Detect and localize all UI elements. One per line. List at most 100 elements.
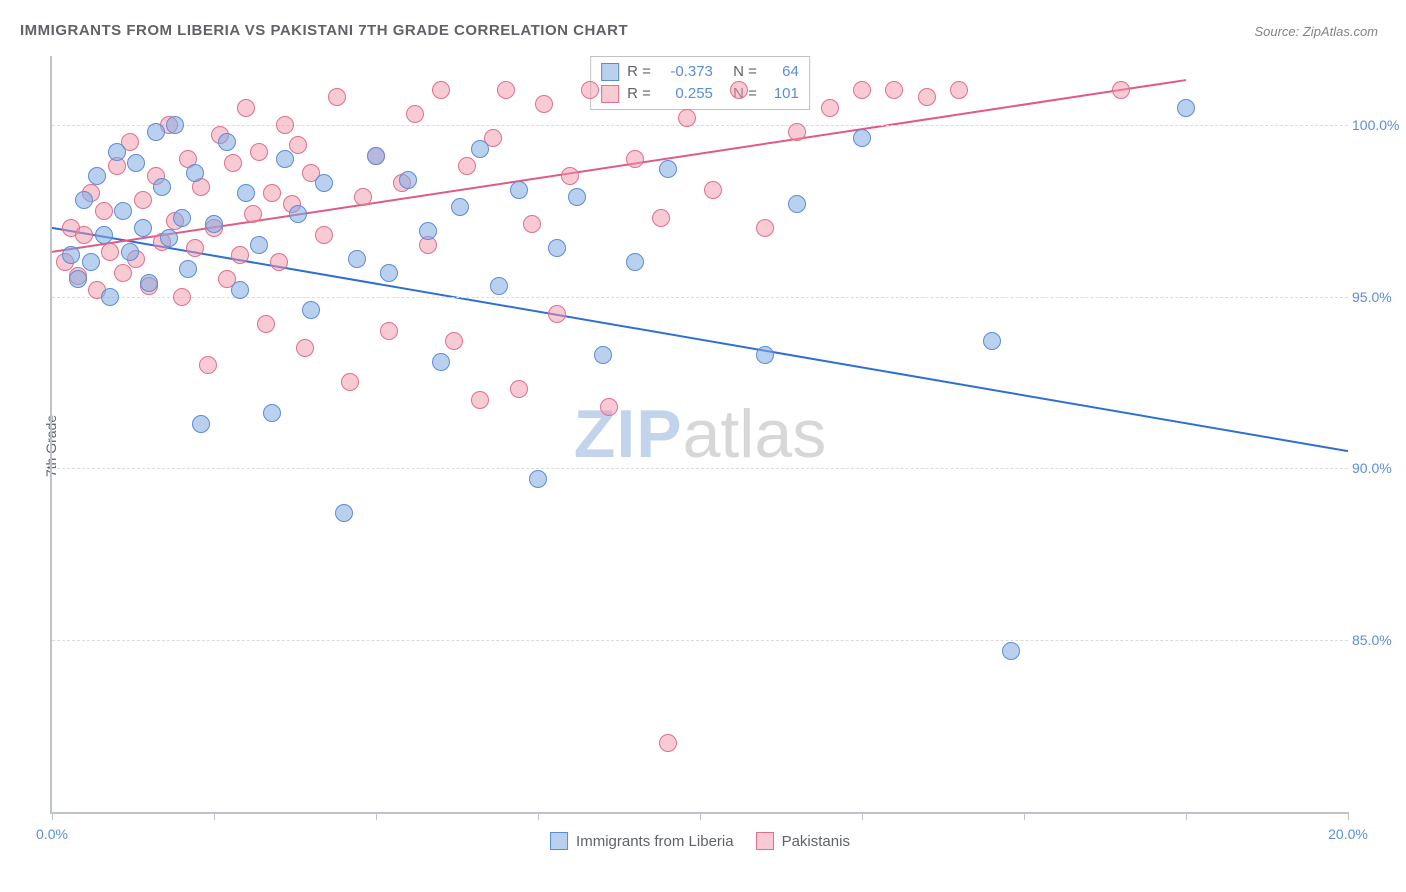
data-point-liberia (756, 346, 774, 364)
data-point-liberia (432, 353, 450, 371)
data-point-pakistani (380, 322, 398, 340)
data-point-pakistani (918, 88, 936, 106)
data-point-liberia (160, 229, 178, 247)
data-point-liberia (626, 253, 644, 271)
data-point-pakistani (75, 226, 93, 244)
data-point-liberia (173, 209, 191, 227)
data-point-liberia (95, 226, 113, 244)
series-legend: Immigrants from Liberia Pakistanis (550, 832, 850, 850)
data-point-liberia (367, 147, 385, 165)
data-point-liberia (121, 243, 139, 261)
data-point-pakistani (296, 339, 314, 357)
data-point-liberia (205, 215, 223, 233)
legend-item-liberia: Immigrants from Liberia (550, 832, 734, 850)
data-point-pakistani (626, 150, 644, 168)
data-point-liberia (134, 219, 152, 237)
data-point-liberia (983, 332, 1001, 350)
data-point-liberia (659, 160, 677, 178)
x-tick-mark (862, 812, 863, 820)
x-tick-label: 0.0% (36, 826, 68, 842)
n-value-pakistani: 101 (765, 83, 799, 105)
x-tick-mark (1348, 812, 1349, 820)
x-tick-mark (214, 812, 215, 820)
watermark-atlas: atlas (683, 396, 827, 472)
data-point-pakistani (315, 226, 333, 244)
y-tick-label: 85.0% (1352, 632, 1406, 648)
data-point-pakistani (250, 143, 268, 161)
legend-label-pakistani: Pakistanis (782, 833, 850, 850)
x-tick-mark (1024, 812, 1025, 820)
legend-row-pakistani: R = 0.255 N = 101 (601, 83, 799, 105)
watermark-zip: ZIP (574, 396, 683, 472)
correlation-legend: R = -0.373 N = 64 R = 0.255 N = 101 (590, 56, 810, 110)
data-point-pakistani (652, 209, 670, 227)
data-point-liberia (1177, 99, 1195, 117)
data-point-pakistani (458, 157, 476, 175)
data-point-liberia (335, 504, 353, 522)
data-point-pakistani (950, 81, 968, 99)
data-point-pakistani (95, 202, 113, 220)
data-point-pakistani (101, 243, 119, 261)
data-point-pakistani (1112, 81, 1130, 99)
data-point-pakistani (821, 99, 839, 117)
data-point-pakistani (678, 109, 696, 127)
data-point-liberia (471, 140, 489, 158)
legend-item-pakistani: Pakistanis (756, 832, 850, 850)
data-point-liberia (101, 288, 119, 306)
data-point-pakistani (199, 356, 217, 374)
data-point-pakistani (173, 288, 191, 306)
data-point-pakistani (237, 99, 255, 117)
data-point-liberia (529, 470, 547, 488)
data-point-liberia (231, 281, 249, 299)
data-point-liberia (140, 274, 158, 292)
data-point-pakistani (186, 239, 204, 257)
data-point-liberia (289, 205, 307, 223)
legend-swatch-pakistani (601, 85, 619, 103)
data-point-pakistani (730, 81, 748, 99)
source-attribution: Source: ZipAtlas.com (1254, 24, 1378, 39)
data-point-pakistani (600, 398, 618, 416)
y-tick-label: 90.0% (1352, 460, 1406, 476)
r-label: R = (627, 61, 651, 83)
x-tick-mark (1186, 812, 1187, 820)
data-point-pakistani (224, 154, 242, 172)
data-point-pakistani (659, 734, 677, 752)
data-point-liberia (153, 178, 171, 196)
data-point-liberia (166, 116, 184, 134)
data-point-liberia (69, 270, 87, 288)
data-point-liberia (399, 171, 417, 189)
data-point-liberia (147, 123, 165, 141)
data-point-liberia (788, 195, 806, 213)
data-point-pakistani (432, 81, 450, 99)
data-point-pakistani (523, 215, 541, 233)
data-point-liberia (302, 301, 320, 319)
data-point-liberia (594, 346, 612, 364)
data-point-pakistani (244, 205, 262, 223)
data-point-liberia (490, 277, 508, 295)
data-point-liberia (451, 198, 469, 216)
r-value-liberia: -0.373 (659, 61, 713, 83)
data-point-liberia (315, 174, 333, 192)
data-point-pakistani (561, 167, 579, 185)
legend-swatch-liberia (550, 832, 568, 850)
data-point-liberia (380, 264, 398, 282)
chart-title: IMMIGRANTS FROM LIBERIA VS PAKISTANI 7TH… (20, 22, 628, 39)
n-value-liberia: 64 (765, 61, 799, 83)
data-point-liberia (108, 143, 126, 161)
data-point-liberia (250, 236, 268, 254)
data-point-pakistani (289, 136, 307, 154)
legend-label-liberia: Immigrants from Liberia (576, 833, 734, 850)
data-point-pakistani (756, 219, 774, 237)
data-point-liberia (1002, 642, 1020, 660)
data-point-pakistani (497, 81, 515, 99)
scatter-plot-area: ZIPatlas R = -0.373 N = 64 R = 0.255 N =… (50, 56, 1348, 814)
data-point-pakistani (406, 105, 424, 123)
data-point-pakistani (354, 188, 372, 206)
n-label: N = (733, 61, 757, 83)
x-tick-label: 20.0% (1328, 826, 1368, 842)
data-point-liberia (510, 181, 528, 199)
data-point-liberia (348, 250, 366, 268)
data-point-pakistani (445, 332, 463, 350)
y-tick-label: 95.0% (1352, 289, 1406, 305)
data-point-liberia (75, 191, 93, 209)
